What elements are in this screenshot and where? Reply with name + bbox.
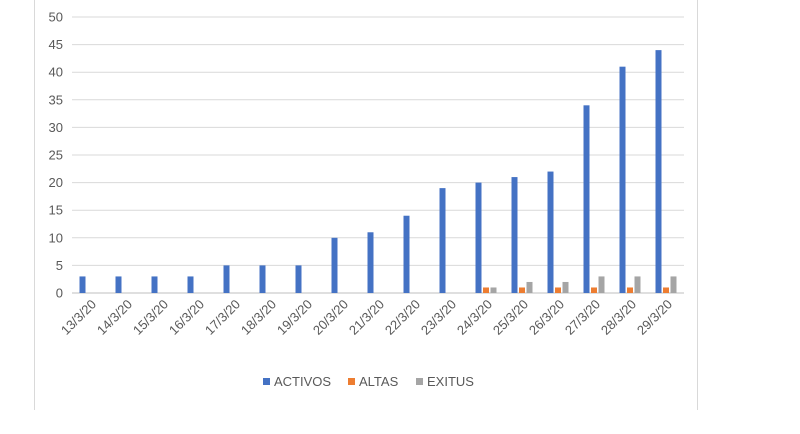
x-tick-label: 20/3/20 [310,297,351,338]
x-tick-label: 13/3/20 [58,297,99,338]
legend-swatch-altas [348,378,355,385]
y-tick-label: 0 [56,286,63,301]
legend-label-activos: ACTIVOS [274,374,331,389]
x-tick-label: 28/3/20 [598,297,639,338]
bar-altas [483,287,489,293]
bar-activos [655,50,662,294]
legend-label-altas: ALTAS [359,374,399,389]
y-tick-label: 25 [49,148,63,163]
legend-swatch-activos [263,378,270,385]
x-tick-label: 21/3/20 [346,297,387,338]
bar-exitus [490,287,497,293]
bar-exitus [670,276,677,293]
legend: ACTIVOS ALTAS EXITUS [263,374,474,389]
bar-activos [547,171,554,293]
bar-altas [663,287,669,293]
bar-activos [331,237,338,293]
bar-activos [439,188,446,293]
bar-altas [519,287,525,293]
x-tick-label: 19/3/20 [274,297,315,338]
chart-frame-left-border [34,0,35,410]
bar-altas [591,287,597,293]
y-tick-label: 15 [49,203,63,218]
chart-frame-right-border [697,0,698,410]
bar-activos [403,215,410,293]
y-tick-label: 50 [49,10,63,25]
x-tick-label: 27/3/20 [562,297,603,338]
x-tick-label: 14/3/20 [94,297,135,338]
bar-activos [115,276,122,293]
x-tick-label: 23/3/20 [418,297,459,338]
legend-swatch-exitus [416,378,423,385]
y-axis-ticks: 0 5 10 15 20 25 30 35 40 45 50 [49,10,63,301]
bar-activos [475,182,482,293]
bar-altas [627,287,633,293]
bar-exitus [634,276,641,293]
y-tick-label: 5 [56,258,63,273]
x-tick-label: 17/3/20 [202,297,243,338]
y-tick-label: 40 [49,65,63,80]
x-tick-label: 25/3/20 [490,297,531,338]
bar-activos [619,66,626,294]
bar-altas [555,287,561,293]
x-tick-label: 15/3/20 [130,297,171,338]
bar-activos [79,276,86,293]
bar-activos [511,177,518,293]
x-tick-label: 16/3/20 [166,297,207,338]
bar-activos [583,105,590,293]
bars [79,50,677,294]
x-tick-label: 24/3/20 [454,297,495,338]
x-tick-label: 26/3/20 [526,297,567,338]
y-tick-label: 45 [49,37,63,52]
bar-activos [223,265,230,293]
bar-exitus [562,281,569,293]
bar-exitus [526,281,533,293]
y-tick-label: 35 [49,92,63,107]
x-tick-label: 29/3/20 [634,297,675,338]
legend-label-exitus: EXITUS [427,374,474,389]
bar-activos [259,265,266,293]
gridlines [72,16,684,294]
y-tick-label: 10 [49,230,63,245]
bar-activos [187,276,194,293]
x-axis-ticks: 13/3/2014/3/2015/3/2016/3/2017/3/2018/3/… [58,297,675,338]
y-tick-label: 30 [49,120,63,135]
bar-exitus [598,276,605,293]
y-tick-label: 20 [49,175,63,190]
x-tick-label: 18/3/20 [238,297,279,338]
bar-activos [295,265,302,293]
bar-activos [367,232,374,293]
x-tick-label: 22/3/20 [382,297,423,338]
bar-activos [151,276,158,293]
